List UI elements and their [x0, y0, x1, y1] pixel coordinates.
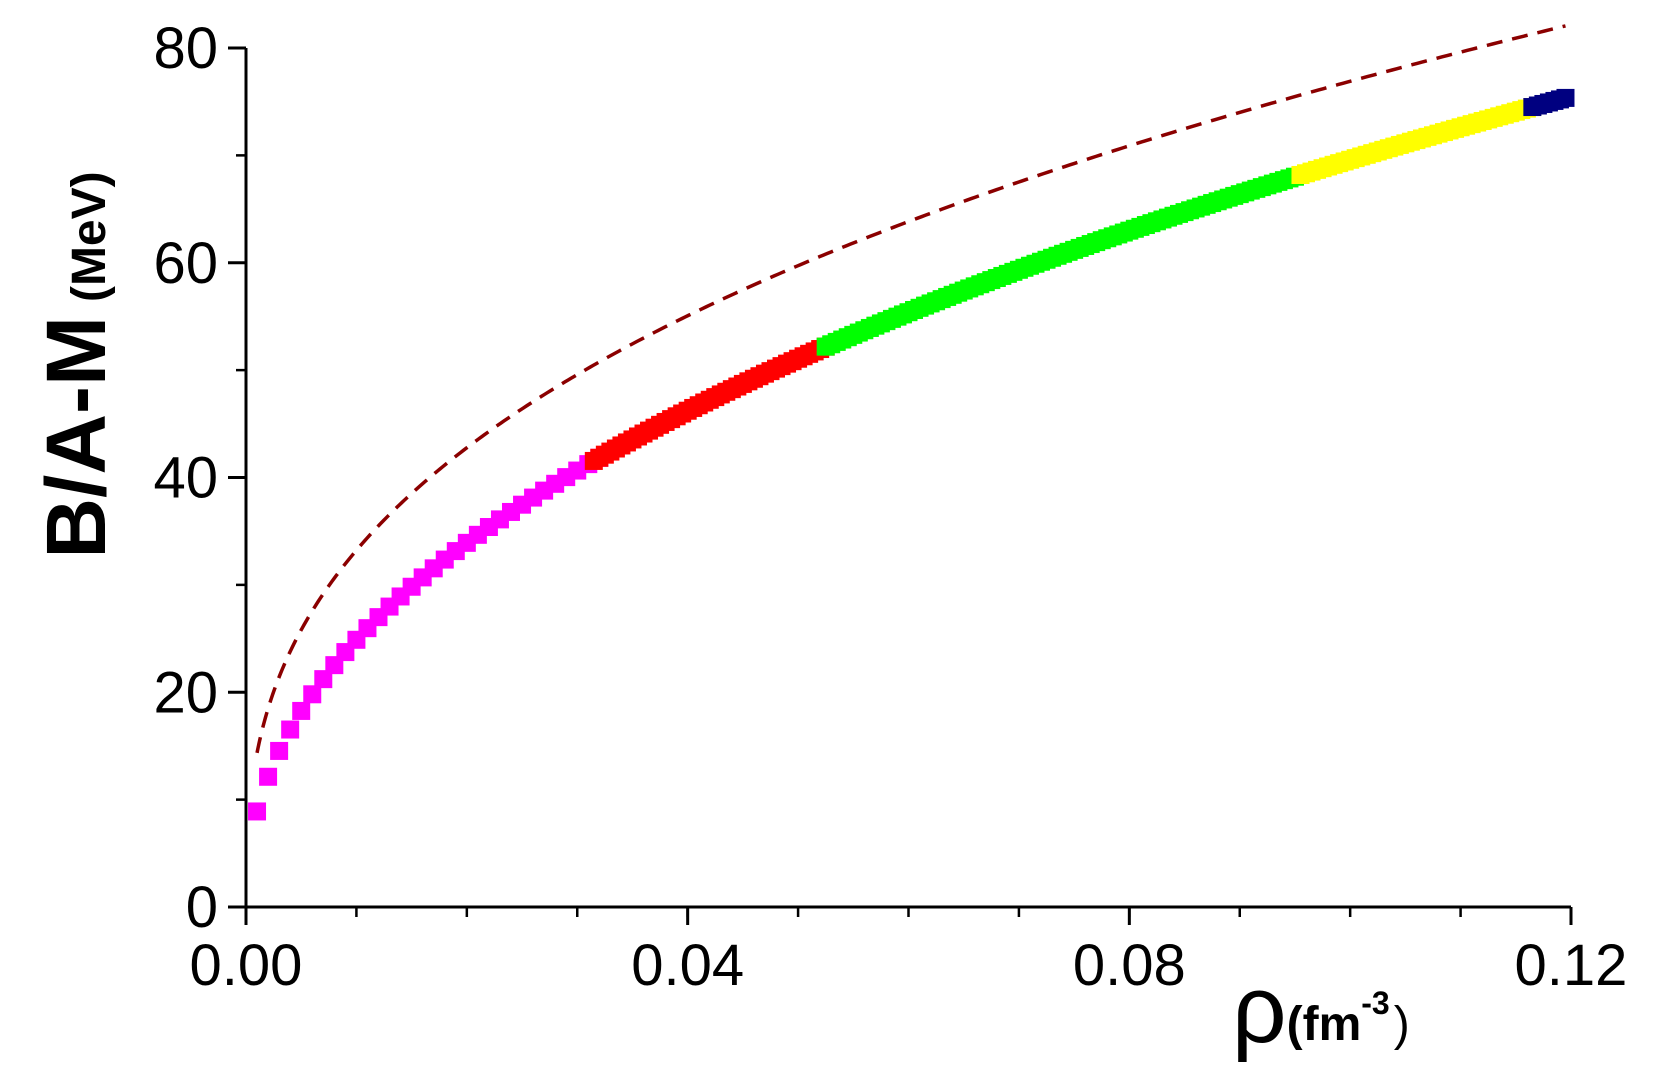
- y-tick-label: 60: [153, 231, 218, 296]
- series-3: [1291, 98, 1542, 184]
- data-point: [248, 802, 267, 821]
- dashed-layer: [255, 24, 1566, 754]
- series-0: [248, 448, 609, 821]
- y-tick-label: 80: [153, 16, 218, 81]
- axes-layer: [244, 48, 1571, 909]
- x-axis-title-unit-open: (fm: [1287, 998, 1362, 1051]
- x-tick-label: 0.12: [1515, 933, 1628, 998]
- y-axis-title: B/A-M (MeV): [29, 171, 123, 558]
- data-point: [303, 685, 322, 704]
- series-layer: [248, 88, 1575, 821]
- series-4: [1523, 88, 1575, 117]
- x-tick-label: 0.00: [190, 933, 303, 998]
- x-axis-title-unit-close: ): [1394, 998, 1410, 1051]
- series-1: [584, 337, 835, 470]
- series-2: [816, 165, 1310, 356]
- data-point: [281, 720, 300, 739]
- y-axis-title-unit: (MeV): [63, 171, 116, 302]
- x-axis-title-unit-exp: -3: [1361, 985, 1389, 1021]
- dashed-series-line: [255, 24, 1566, 754]
- y-tick-label: 40: [153, 446, 218, 511]
- x-axis-title-main: ρ: [1232, 956, 1287, 1063]
- x-tick-label: 0.04: [631, 933, 744, 998]
- data-point: [1556, 88, 1575, 107]
- x-tick-label: 0.08: [1073, 933, 1186, 998]
- y-axis-title-main: B/A-M: [29, 316, 123, 559]
- data-point: [270, 741, 289, 760]
- ticks-layer: 0.00 0.04 0.08 0.12 0 20 40 60 80: [153, 16, 1627, 998]
- x-axis-title: ρ(fm-3): [1232, 956, 1410, 1063]
- data-point: [292, 701, 311, 720]
- y-tick-label: 20: [153, 660, 218, 725]
- y-tick-label: 0: [186, 875, 218, 940]
- data-point: [259, 767, 278, 786]
- data-point: [314, 670, 333, 689]
